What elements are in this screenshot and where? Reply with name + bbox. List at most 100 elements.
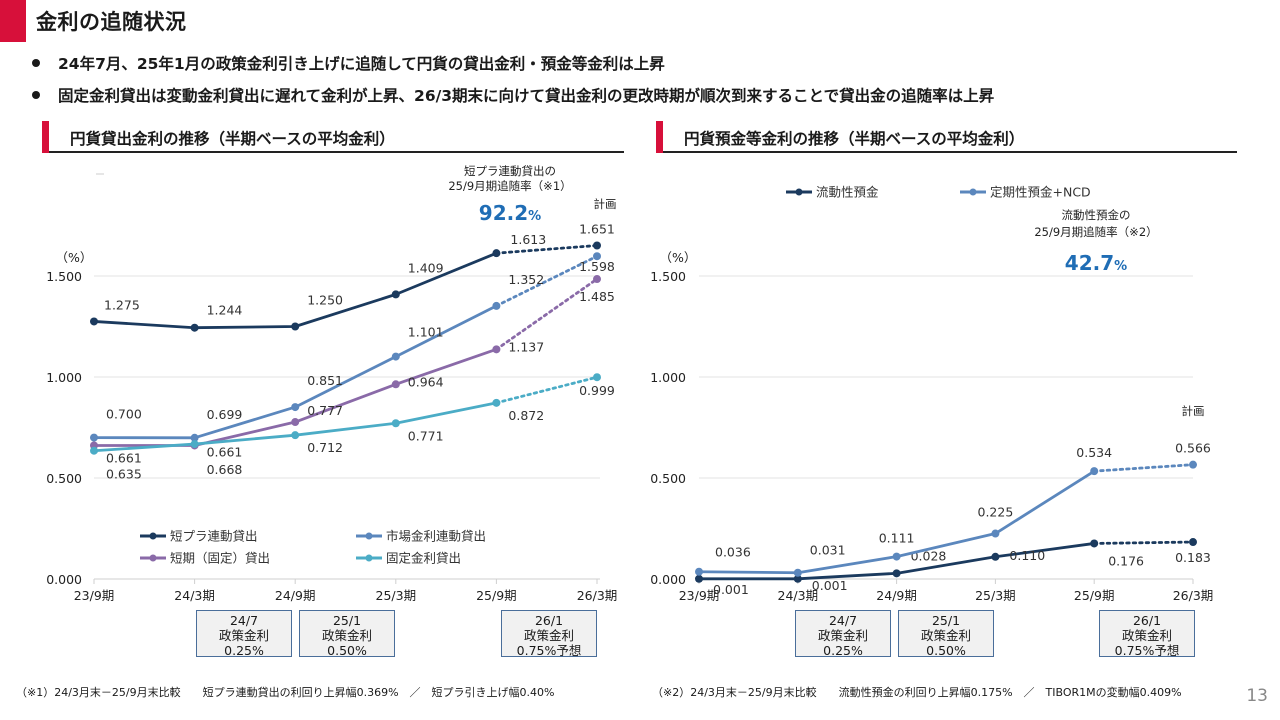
data-point xyxy=(593,241,601,250)
bullet-icon xyxy=(32,58,40,67)
follow-rate-annotation-line2: 25/9月期追随率（※1） xyxy=(448,179,571,193)
data-point xyxy=(1090,539,1099,548)
page-number: 13 xyxy=(1246,686,1268,706)
data-label: 1.101 xyxy=(408,325,444,340)
event-rate: 0.50% xyxy=(327,643,367,658)
follow-rate-annotation-line1: 短プラ連動貸出の xyxy=(464,164,556,178)
event-rate: 0.50% xyxy=(926,643,966,658)
follow-rate-annotation-line1: 流動性預金の xyxy=(1062,208,1131,222)
footnote-loans: （※1）24/3月末－25/9月末比較 短プラ連動貸出の利回り上昇幅0.369%… xyxy=(16,686,555,699)
legend-marker xyxy=(795,188,803,196)
x-tick-label: 25/3期 xyxy=(975,588,1016,603)
legend-label: 流動性預金 xyxy=(816,185,879,200)
data-label: 0.001 xyxy=(713,582,749,597)
series-plan-line-1 xyxy=(1092,540,1195,545)
data-label: 0.176 xyxy=(1108,553,1144,568)
legend-label: 定期性預金+NCD xyxy=(990,185,1091,200)
title-accent-bar xyxy=(0,0,26,42)
data-label: 0.031 xyxy=(810,543,846,558)
policy-rate-event-box: 24/7 政策金利 0.25% xyxy=(196,610,292,658)
event-date: 25/1 xyxy=(332,613,362,628)
section-accent-bar xyxy=(42,121,49,153)
x-tick-label: 25/9期 xyxy=(476,588,517,603)
data-label: 0.036 xyxy=(715,545,751,560)
x-tick-label: 24/9期 xyxy=(275,588,316,603)
section-underline xyxy=(49,151,624,153)
event-label: 政策金利 xyxy=(817,628,868,643)
data-label: 1.352 xyxy=(508,272,544,287)
data-point xyxy=(90,317,98,326)
data-label: 0.534 xyxy=(1076,445,1112,460)
data-point xyxy=(291,431,300,440)
data-point xyxy=(1189,460,1197,469)
data-point xyxy=(793,574,802,583)
event-label: 政策金利 xyxy=(920,628,971,643)
data-label: 0.110 xyxy=(1009,548,1045,563)
y-tick-label: 0.000 xyxy=(650,572,686,587)
section-title-loans: 円貨貸出金利の推移（半期ベースの平均金利） xyxy=(70,130,395,148)
legend-label: 市場金利連動貸出 xyxy=(386,529,486,544)
event-label: 政策金利 xyxy=(523,628,574,643)
legend-label: 固定金利貸出 xyxy=(386,551,461,566)
data-point xyxy=(695,567,703,576)
y-axis-unit-label: （%） xyxy=(660,250,697,265)
data-label: 0.566 xyxy=(1175,441,1211,456)
data-label: 1.244 xyxy=(207,303,243,318)
data-point xyxy=(892,552,901,561)
data-point xyxy=(90,433,98,442)
event-rate: 0.75%予想 xyxy=(516,643,582,658)
data-label: 0.183 xyxy=(1175,550,1211,565)
data-point xyxy=(291,418,300,427)
data-point xyxy=(593,373,601,382)
legend-marker xyxy=(365,554,373,562)
legend-label: 短期（固定）貸出 xyxy=(170,551,270,566)
data-point xyxy=(793,568,802,577)
data-point xyxy=(492,398,501,407)
plan-label: 計画 xyxy=(594,197,617,211)
data-label: 0.661 xyxy=(106,450,142,465)
data-point xyxy=(991,552,1000,561)
data-label: 0.668 xyxy=(207,462,243,477)
data-label: 0.771 xyxy=(408,428,444,443)
event-date: 26/1 xyxy=(534,613,564,628)
y-tick-label: 0.500 xyxy=(650,471,686,486)
policy-rate-event-box: 24/7 政策金利 0.25% xyxy=(795,610,891,658)
policy-rate-event-box: 25/1 政策金利 0.50% xyxy=(299,610,395,658)
legend-marker xyxy=(149,532,157,540)
data-label: 0.872 xyxy=(508,408,544,423)
series-plan-line-1 xyxy=(494,244,599,255)
bullet-icon xyxy=(32,90,40,99)
data-label: 1.613 xyxy=(510,232,546,247)
event-rate: 0.25% xyxy=(823,643,863,658)
data-label: 0.001 xyxy=(812,578,848,593)
data-label: 0.999 xyxy=(579,383,615,398)
legend-marker xyxy=(149,554,157,562)
data-label: 0.635 xyxy=(106,467,142,482)
x-tick-label: 23/9期 xyxy=(74,588,115,603)
legend-marker xyxy=(969,188,977,196)
data-label: 1.598 xyxy=(579,259,615,274)
event-date: 24/7 xyxy=(229,613,259,628)
event-label: 政策金利 xyxy=(1121,628,1172,643)
event-label: 政策金利 xyxy=(321,628,372,643)
data-label: 0.712 xyxy=(307,440,343,455)
data-label: 1.409 xyxy=(408,260,444,275)
series-plan-line-3 xyxy=(494,277,599,351)
data-point xyxy=(190,440,199,449)
x-tick-label: 24/3期 xyxy=(174,588,215,603)
event-date: 26/1 xyxy=(1132,613,1162,628)
data-label: 0.111 xyxy=(879,531,915,546)
data-label: 0.700 xyxy=(106,407,142,422)
y-tick-label: 1.500 xyxy=(650,269,686,284)
follow-rate-annotation-line2: 25/9月期追随率（※2） xyxy=(1034,225,1157,239)
data-point xyxy=(991,529,1000,538)
data-point xyxy=(593,252,601,261)
data-label: 1.275 xyxy=(104,297,140,312)
series-plan-line-2 xyxy=(494,254,599,308)
y-tick-label: 0.000 xyxy=(46,572,82,587)
x-tick-label: 25/9期 xyxy=(1074,588,1115,603)
data-point xyxy=(391,352,400,361)
section-accent-bar xyxy=(656,121,663,153)
data-label: 0.851 xyxy=(307,373,343,388)
event-rate: 0.75%予想 xyxy=(1114,643,1180,658)
